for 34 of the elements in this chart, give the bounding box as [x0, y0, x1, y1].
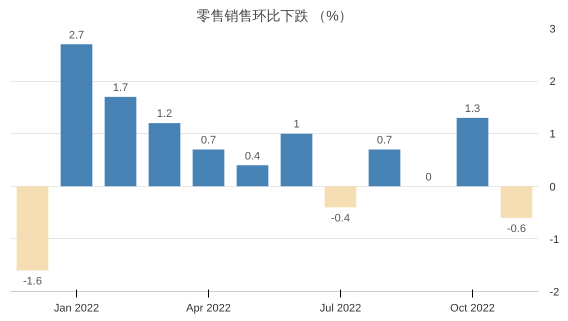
- bar: [280, 134, 312, 186]
- y-tick-label: 0: [550, 181, 556, 194]
- data-label: 1.7: [112, 82, 128, 94]
- bar: [500, 186, 532, 218]
- bar: [456, 118, 488, 186]
- data-label: 0.7: [376, 134, 392, 146]
- bar: [148, 123, 180, 186]
- y-tick-label: -1: [550, 234, 560, 246]
- bar: [236, 165, 268, 186]
- bar: [192, 149, 224, 186]
- data-label: 0.4: [244, 150, 260, 162]
- bar: [368, 149, 400, 186]
- y-tick-label: -2: [550, 286, 560, 298]
- x-tick-label: Jul 2022: [320, 302, 362, 314]
- y-tick-label: 1: [550, 128, 556, 141]
- data-label: -1.6: [23, 275, 42, 288]
- y-tick-label: 3: [550, 24, 556, 36]
- bar: [324, 186, 356, 208]
- data-label: -0.4: [331, 212, 350, 224]
- data-label: 0.7: [200, 134, 216, 146]
- x-tick-label: Apr 2022: [186, 302, 231, 314]
- data-label: 1: [293, 118, 300, 131]
- data-label: 1.2: [156, 108, 172, 120]
- chart-title: 零售销售环比下跌 （%）: [196, 8, 353, 24]
- data-label: -0.6: [507, 222, 526, 235]
- data-label: 1.3: [464, 102, 480, 115]
- x-tick-label: Oct 2022: [450, 302, 495, 314]
- bar: [60, 44, 92, 186]
- x-tick-label: Jan 2022: [54, 302, 100, 314]
- data-label: 2.7: [68, 29, 84, 42]
- y-tick-label: 2: [550, 76, 556, 88]
- bar: [104, 96, 136, 186]
- bar: [16, 186, 48, 270]
- data-label: 0: [425, 171, 432, 184]
